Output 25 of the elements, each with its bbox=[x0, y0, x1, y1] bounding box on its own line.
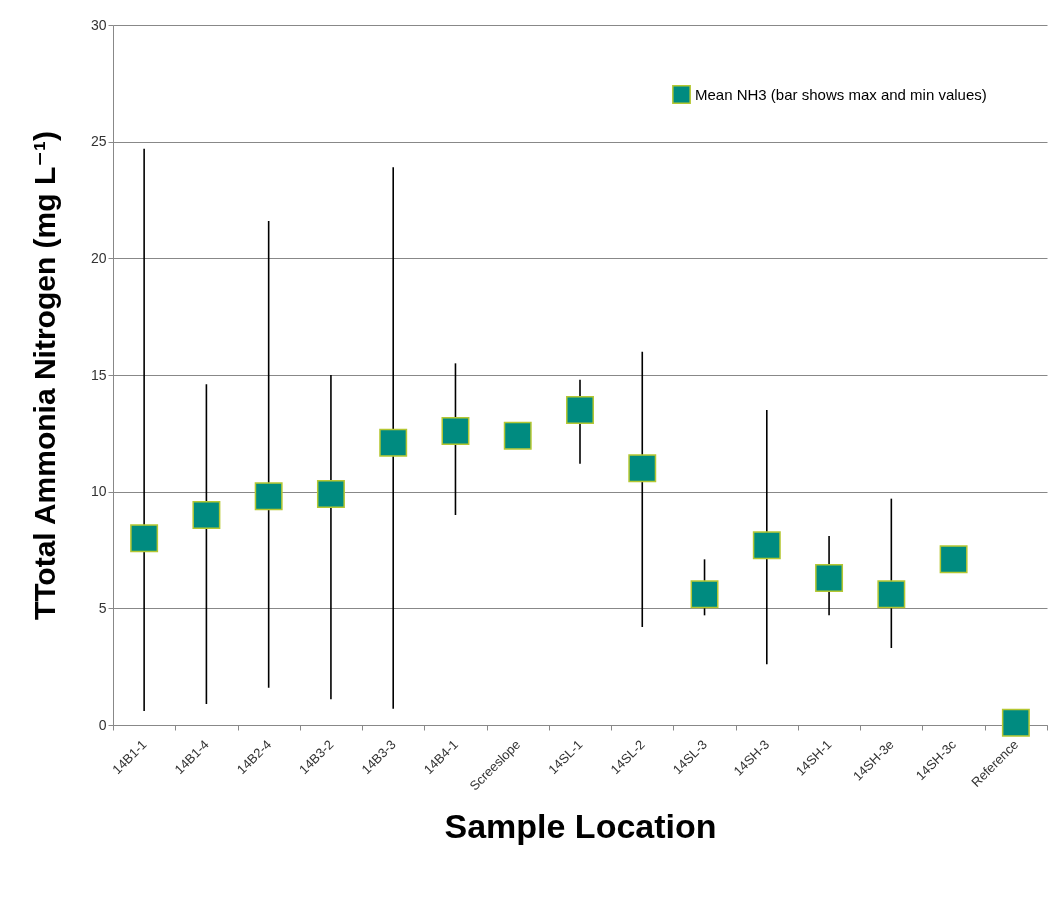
point bbox=[192, 501, 221, 529]
point bbox=[877, 580, 906, 609]
point bbox=[628, 454, 657, 483]
point bbox=[1001, 708, 1030, 737]
point bbox=[939, 545, 968, 574]
point bbox=[254, 482, 283, 511]
point bbox=[379, 428, 408, 457]
point bbox=[566, 396, 594, 424]
point bbox=[752, 531, 781, 560]
point bbox=[690, 580, 719, 609]
y-axis-title: TTotal Ammonia Nitrogen (mg L⁻¹) bbox=[27, 130, 61, 621]
y-tick-label: 30 bbox=[90, 16, 107, 33]
y-tick-label: 25 bbox=[90, 133, 107, 150]
point bbox=[316, 480, 345, 508]
point bbox=[503, 421, 532, 450]
y-tick-label: 10 bbox=[90, 483, 107, 500]
point bbox=[815, 564, 844, 592]
legend-label: Mean NH3 (bar shows max and min values) bbox=[695, 85, 987, 103]
y-tick-label: 5 bbox=[98, 599, 107, 616]
point bbox=[130, 524, 159, 553]
point bbox=[441, 417, 470, 445]
x-axis-title: Sample Location bbox=[444, 807, 717, 846]
y-tick-label: 0 bbox=[98, 716, 107, 733]
y-tick-label: 15 bbox=[90, 366, 107, 383]
y-tick-label: 20 bbox=[90, 249, 107, 266]
